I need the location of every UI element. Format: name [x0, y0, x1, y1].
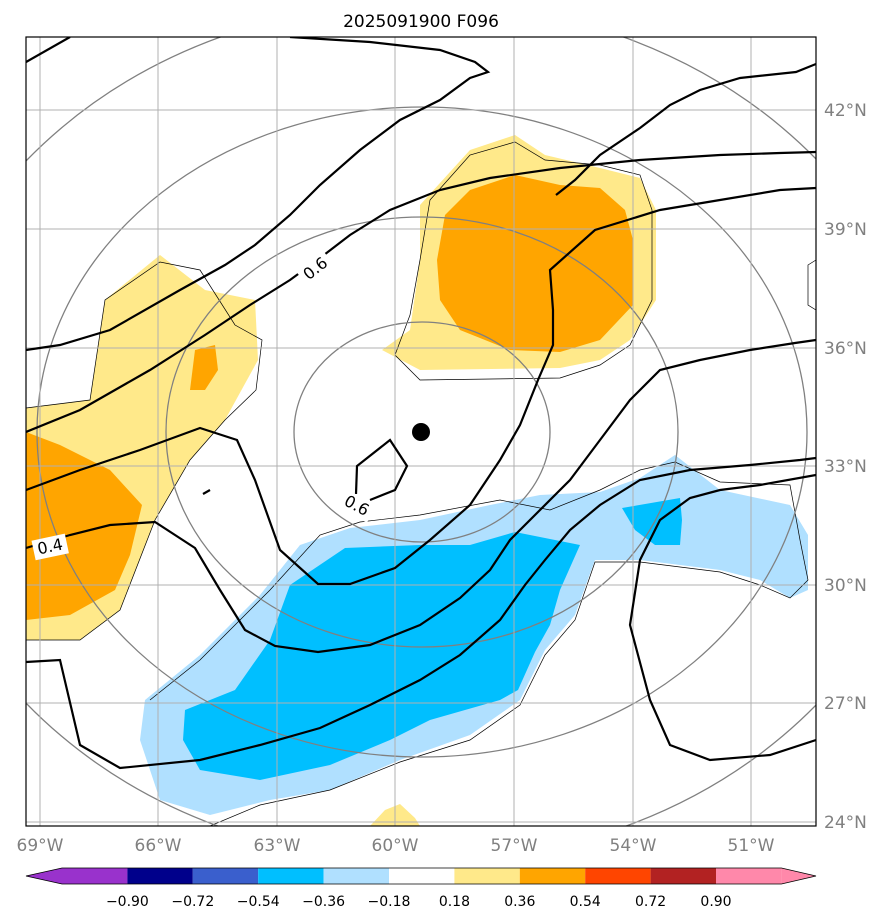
colorbar-segment: [62, 868, 128, 884]
colorbar-segment: [389, 868, 455, 884]
lon-label: 63°W: [254, 836, 301, 856]
colorbar-segment: [127, 868, 193, 884]
colorbar-tick: −0.18: [368, 894, 411, 910]
colorbar-tick: 0.72: [635, 894, 666, 910]
lat-label: 24°N: [824, 813, 867, 833]
colorbar-tick: 0.36: [504, 894, 535, 910]
colorbar-segment: [519, 868, 586, 884]
colorbar-segment: [192, 868, 259, 884]
lon-label: 54°W: [610, 836, 657, 856]
chart-title: 2025091900 F096: [343, 12, 499, 32]
lat-label: 42°N: [824, 101, 867, 121]
contour-label: 0.4: [36, 535, 65, 559]
colorbar-segment: [585, 868, 651, 884]
latitude-labels: 42°N 39°N 36°N 33°N 30°N 27°N 24°N: [824, 101, 867, 833]
lon-label: 69°W: [17, 836, 64, 856]
colorbar-segment: [716, 868, 782, 884]
lon-label: 66°W: [135, 836, 182, 856]
lat-label: 30°N: [824, 576, 867, 596]
negative-anomaly-medium-main: [183, 532, 580, 780]
colorbar-tick: 0.54: [570, 894, 601, 910]
colorbar-extend-low: [26, 868, 62, 884]
contour-label-group: 0.6 0.6 0.4: [31, 249, 377, 561]
colorbar-extend-high: [781, 868, 816, 884]
anomaly-outlines: [26, 141, 816, 826]
colorbar-tick: −0.72: [171, 894, 214, 910]
colorbar-segment: [650, 868, 716, 884]
range-rings: [26, 37, 816, 826]
storm-center-dot: [412, 423, 430, 441]
negative-anomaly-medium-east: [622, 498, 682, 545]
lon-label: 57°W: [491, 836, 538, 856]
colorbar-segment: [323, 868, 389, 884]
map-area: [26, 37, 816, 826]
colorbar: −0.90 −0.72 −0.54 −0.36 −0.18 0.18 0.36 …: [25, 867, 817, 910]
lon-label: 60°W: [372, 836, 419, 856]
colorbar-tick: −0.90: [106, 894, 149, 910]
lat-label: 36°N: [824, 339, 867, 359]
colorbar-tick: 0.90: [700, 894, 731, 910]
lat-label: 39°N: [824, 220, 867, 240]
longitude-labels: 69°W 66°W 63°W 60°W 57°W 54°W 51°W: [17, 836, 775, 856]
colorbar-tick: 0.18: [439, 894, 470, 910]
map-frame: [25, 36, 817, 827]
positive-anomaly-medium-small: [190, 345, 218, 390]
colorbar-segment: [258, 868, 324, 884]
colorbar-segment: [454, 868, 520, 884]
lat-label: 33°N: [824, 457, 867, 477]
thick-contours: [26, 37, 816, 770]
positive-anomaly-medium-north: [437, 175, 633, 352]
colorbar-tick: −0.36: [302, 894, 345, 910]
lat-label: 27°N: [824, 694, 867, 714]
lon-label: 51°W: [728, 836, 775, 856]
colorbar-tick: −0.54: [237, 894, 280, 910]
